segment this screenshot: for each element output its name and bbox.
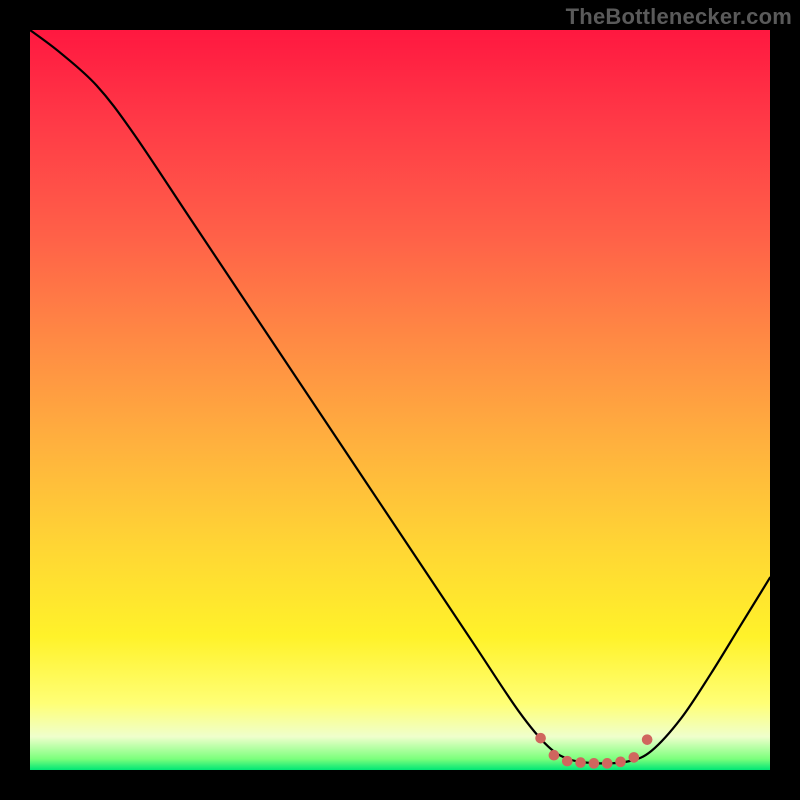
marker-point <box>549 750 560 761</box>
plot-background <box>30 30 770 770</box>
chart-container: TheBottlenecker.com <box>0 0 800 800</box>
marker-point <box>602 758 613 769</box>
marker-point <box>642 734 653 745</box>
marker-point <box>562 756 573 767</box>
marker-point <box>629 752 640 763</box>
marker-point <box>589 758 600 769</box>
marker-point <box>615 757 626 768</box>
bottleneck-chart <box>0 0 800 800</box>
marker-point <box>575 757 586 768</box>
watermark-text: TheBottlenecker.com <box>566 4 792 30</box>
marker-point <box>535 733 546 744</box>
